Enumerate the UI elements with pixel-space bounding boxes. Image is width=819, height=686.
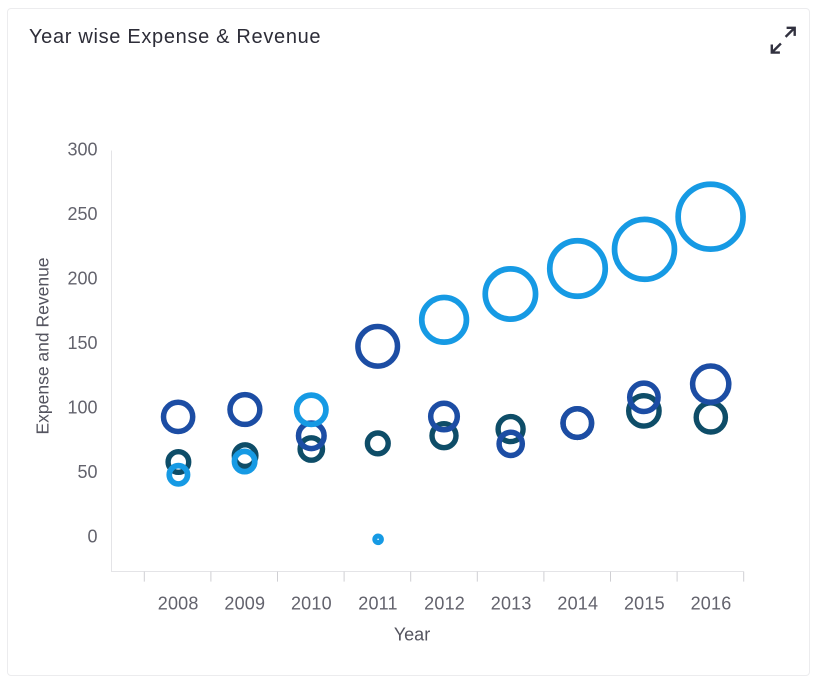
svg-text:300: 300 — [67, 140, 97, 160]
svg-text:2015: 2015 — [624, 594, 665, 614]
svg-text:2014: 2014 — [557, 594, 598, 614]
svg-text:2011: 2011 — [358, 594, 398, 614]
svg-text:Year: Year — [394, 625, 430, 645]
svg-text:200: 200 — [67, 269, 97, 289]
svg-text:2010: 2010 — [291, 594, 332, 614]
svg-text:150: 150 — [67, 333, 97, 353]
svg-text:2016: 2016 — [691, 594, 732, 614]
svg-text:2009: 2009 — [224, 594, 265, 614]
svg-text:0: 0 — [87, 527, 97, 547]
svg-text:Expense and Revenue: Expense and Revenue — [33, 257, 53, 434]
svg-text:50: 50 — [77, 462, 97, 482]
svg-text:2008: 2008 — [158, 594, 199, 614]
svg-text:2012: 2012 — [424, 594, 465, 614]
svg-text:Year wise Expense & Revenue: Year wise Expense & Revenue — [29, 26, 321, 48]
svg-text:100: 100 — [67, 398, 97, 418]
svg-text:250: 250 — [67, 204, 97, 224]
svg-text:2013: 2013 — [491, 594, 532, 614]
